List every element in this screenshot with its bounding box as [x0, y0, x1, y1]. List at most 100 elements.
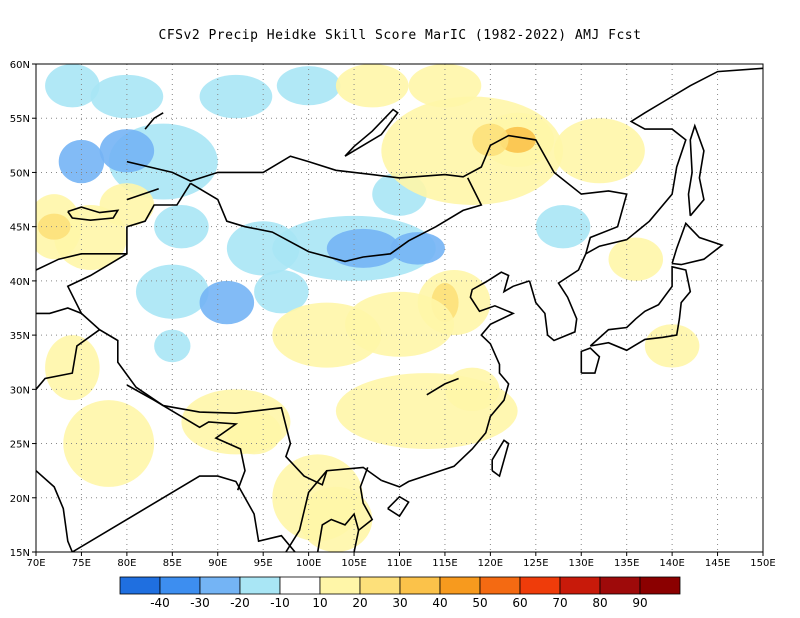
- colorbar-swatch: [599, 576, 641, 595]
- lat-tick-label: 50N: [10, 168, 30, 179]
- coast-line-0: [126, 134, 628, 255]
- coast-line-13: [36, 470, 296, 552]
- lon-tick-label: 85E: [163, 558, 182, 569]
- colorbar-label: 10: [312, 596, 327, 610]
- lon-tick-label: 145E: [705, 558, 730, 569]
- lon-tick-label: 130E: [569, 558, 594, 569]
- lon-tick-label: 125E: [523, 558, 548, 569]
- colorbar-swatch: [519, 576, 561, 595]
- skill-region-4: [58, 139, 105, 184]
- lon-tick-label: 150E: [750, 558, 775, 569]
- coast-line-5: [528, 253, 587, 342]
- colorbar-label: 70: [552, 596, 567, 610]
- lon-tick-label: 110E: [387, 558, 412, 569]
- lat-tick-label: 30N: [10, 385, 30, 396]
- coast-line-12: [491, 439, 510, 478]
- skill-region-24: [499, 126, 536, 153]
- colorbar-swatch: [239, 576, 281, 595]
- coast-line-6: [585, 67, 763, 255]
- colorbar-swatch: [439, 576, 481, 595]
- colorbar-swatch: [559, 576, 601, 595]
- skill-region-38: [45, 335, 100, 401]
- coastlines-borders: [36, 67, 763, 552]
- lat-tick-label: 20N: [10, 494, 30, 505]
- skill-region-12: [135, 264, 209, 319]
- coast-line-15: [126, 384, 246, 491]
- skill-region-37: [63, 400, 155, 487]
- coast-line-2: [126, 182, 192, 228]
- colorbar-swatch: [359, 576, 401, 595]
- skill-region-39: [335, 64, 409, 108]
- colorbar-label: 40: [432, 596, 447, 610]
- coast-line-22: [67, 206, 120, 222]
- coast-line-17: [353, 467, 374, 552]
- coast-line-25: [426, 377, 459, 396]
- coast-line-1: [190, 177, 483, 263]
- colorbar-label: 60: [512, 596, 527, 610]
- skill-region-3: [99, 129, 155, 173]
- coast-line-24: [126, 187, 159, 201]
- lon-tick-label: 105E: [341, 558, 366, 569]
- coast-line-3: [66, 226, 382, 486]
- coast-line-4: [381, 271, 530, 488]
- skill-region-6: [276, 66, 341, 106]
- lon-tick-label: 135E: [614, 558, 639, 569]
- colorbar-label: 30: [392, 596, 407, 610]
- colorbar-swatch: [199, 576, 241, 595]
- lon-tick-label: 70E: [26, 558, 45, 569]
- map-title: CFSv2 Precip Heidke Skill Score MarIC (1…: [158, 28, 642, 43]
- lat-tick-label: 25N: [10, 440, 30, 451]
- colorbar-swatch: [319, 576, 361, 595]
- colorbar-swatch: [399, 576, 441, 595]
- lon-tick-label: 90E: [208, 558, 227, 569]
- coast-line-20: [36, 307, 82, 315]
- skill-region-14: [254, 270, 309, 314]
- colorbar-label: 50: [472, 596, 487, 610]
- colorbar-swatch: [479, 576, 521, 595]
- coast-line-11: [387, 495, 410, 518]
- skill-region-36: [299, 486, 373, 552]
- lon-axis: 70E 75E 80E 85E 90E 95E 100E 105E 110E 115E 120E 12…: [26, 552, 776, 569]
- lon-tick-label: 120E: [478, 558, 503, 569]
- lat-tick-label: 55N: [10, 114, 30, 125]
- lat-tick-label: 35N: [10, 331, 30, 342]
- colorbar-swatch: [159, 576, 201, 595]
- lat-tick-label: 45N: [10, 223, 30, 234]
- lat-axis: 15N 20N 25N 30N 35N 40N 45N 50N 55N 60N: [10, 60, 36, 559]
- colorbar-label: -30: [190, 596, 210, 610]
- skill-region-16: [535, 204, 591, 249]
- coast-line-19: [36, 253, 127, 271]
- lon-tick-label: 100E: [296, 558, 321, 569]
- coast-line-16: [285, 470, 328, 552]
- skill-region-41: [608, 237, 664, 281]
- coast-line-9: [589, 265, 692, 352]
- coast-line-23: [144, 112, 164, 130]
- colorbar: -40 -30 -20 -10 10 20 30 40 50 60 70 80 90: [119, 576, 681, 610]
- skill-region-40: [408, 64, 482, 108]
- skill-shading: [36, 64, 700, 552]
- colorbar-label: 20: [352, 596, 367, 610]
- lon-tick-label: 80E: [117, 558, 136, 569]
- skill-region-11: [390, 232, 445, 265]
- coast-line-14: [36, 329, 101, 390]
- coast-line-7: [687, 123, 705, 217]
- colorbar-label: 90: [632, 596, 647, 610]
- colorbar-label: -10: [270, 596, 290, 610]
- colorbar-swatch: [119, 576, 161, 595]
- coast-line-10: [671, 221, 724, 266]
- lon-tick-label: 140E: [659, 558, 684, 569]
- skill-region-26: [553, 118, 645, 184]
- coast-line-8: [580, 347, 601, 374]
- colorbar-label: -20: [230, 596, 250, 610]
- skill-region-5: [199, 74, 273, 119]
- skill-region-1: [90, 74, 164, 119]
- lon-tick-label: 95E: [254, 558, 273, 569]
- coast-line-21: [344, 108, 399, 157]
- lon-tick-label: 115E: [432, 558, 457, 569]
- skill-region-10: [326, 228, 400, 268]
- skill-region-0: [45, 64, 100, 108]
- lat-tick-label: 15N: [10, 548, 30, 559]
- lat-tick-label: 60N: [10, 60, 30, 71]
- colorbar-label: -40: [150, 596, 170, 610]
